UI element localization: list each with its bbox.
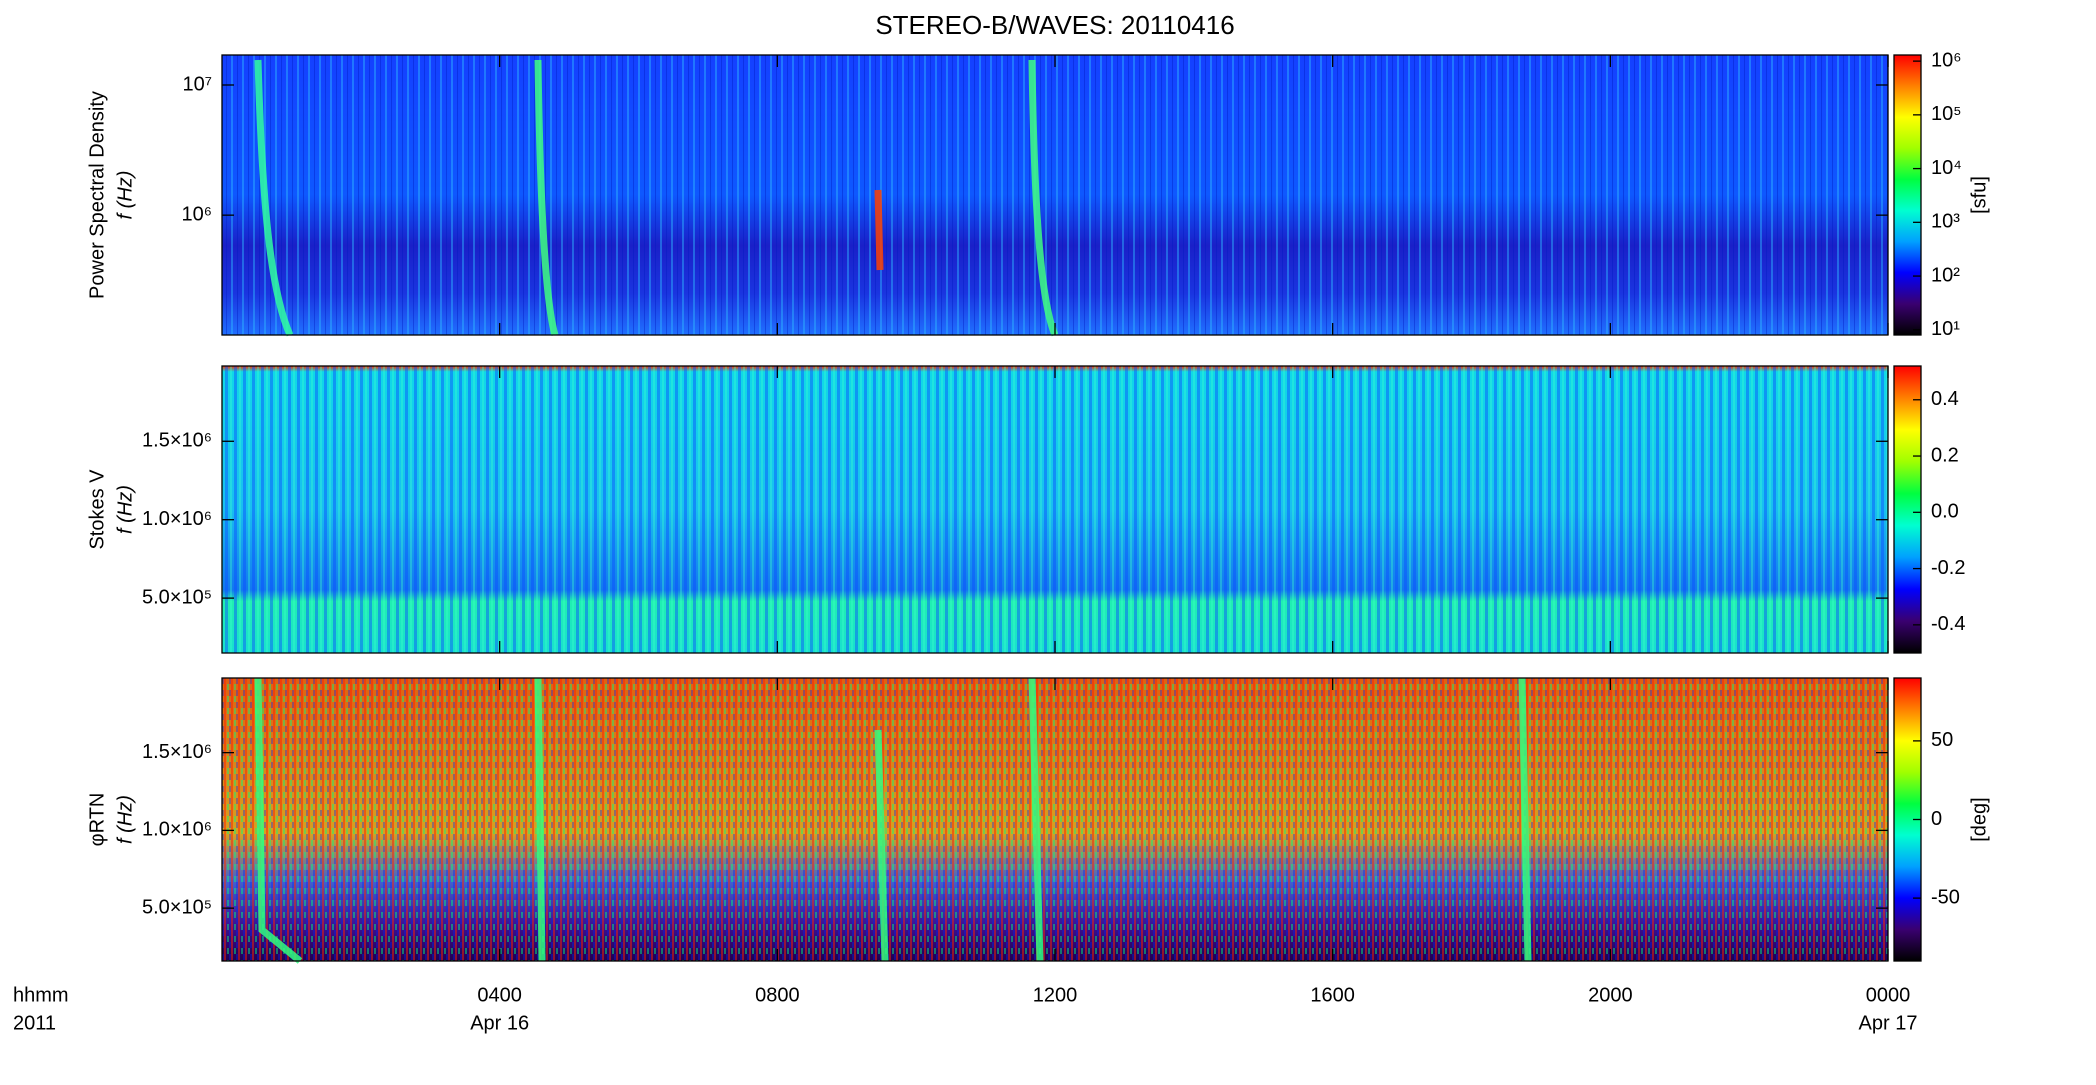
- colorbar-tick-label: 10²: [1931, 264, 1960, 286]
- colorbar-tick-label: 0.0: [1931, 501, 1959, 523]
- colorbar-tick-label: -50: [1931, 886, 1960, 908]
- x-date-label: Apr 16: [470, 1012, 529, 1034]
- colorbar-tick-label: 0.2: [1931, 444, 1959, 466]
- colorbar-tick-label: 10⁵: [1931, 103, 1962, 125]
- spectrogram-texture: [222, 678, 1888, 961]
- colorbar-tick-label: 50: [1931, 729, 1953, 751]
- colorbar-label: [deg]: [1968, 797, 1990, 841]
- y-tick-label: 1.0×10⁶: [142, 819, 212, 841]
- colorbar-tick-label: 10³: [1931, 211, 1960, 233]
- colorbar-tick-label: 10¹: [1931, 318, 1960, 340]
- x-tick-label: 0800: [755, 984, 800, 1006]
- x-tick-label: 1600: [1310, 984, 1355, 1006]
- y-tick-label: 5.0×10⁵: [142, 896, 212, 918]
- y-axis-label: f (Hz): [114, 795, 136, 844]
- y-axis-label: φRTN: [86, 793, 108, 847]
- y-tick-label: 5.0×10⁵: [142, 586, 212, 608]
- colorbar: [1893, 54, 1922, 336]
- chart-title: STEREO-B/WAVES: 20110416: [875, 10, 1234, 40]
- y-axis-label: f (Hz): [114, 171, 136, 220]
- colorbar-tick-label: -0.4: [1931, 613, 1965, 635]
- y-tick-label: 1.5×10⁶: [142, 430, 212, 452]
- panel-backgrounds: [222, 55, 1888, 964]
- colorbar-tick-label: 10⁶: [1931, 49, 1961, 71]
- colorbar-label: [sfu]: [1968, 176, 1990, 214]
- x-axis-label: hhmm: [13, 984, 69, 1006]
- colorbar-tick-label: -0.2: [1931, 557, 1965, 579]
- x-tick-label: 0400: [477, 984, 522, 1006]
- spectrogram-texture: [222, 366, 1888, 653]
- burst-features: [254, 59, 1532, 964]
- x-tick-label: 0000: [1866, 984, 1911, 1006]
- colorbar-tick-label: 0.4: [1931, 388, 1959, 410]
- spectrogram-texture: [222, 55, 1888, 335]
- y-tick-label: 10⁶: [182, 203, 212, 225]
- colorbar-tick-label: 0: [1931, 808, 1942, 830]
- x-tick-label: 2000: [1588, 984, 1633, 1006]
- x-tick-label: 1200: [1033, 984, 1078, 1006]
- y-tick-label: 1.0×10⁶: [142, 508, 212, 530]
- x-date-label: Apr 17: [1859, 1012, 1918, 1034]
- y-tick-label: 10⁷: [183, 73, 212, 95]
- x-axis-label: 2011: [13, 1012, 56, 1034]
- y-axis-label: f (Hz): [114, 485, 136, 534]
- y-axis-label: Power Spectral Density: [86, 91, 108, 299]
- y-tick-label: 1.5×10⁶: [142, 741, 212, 763]
- y-axis-label: Stokes V: [86, 469, 108, 550]
- colorbar-tick-label: 10⁴: [1931, 157, 1962, 179]
- colorbar: [1893, 365, 1922, 654]
